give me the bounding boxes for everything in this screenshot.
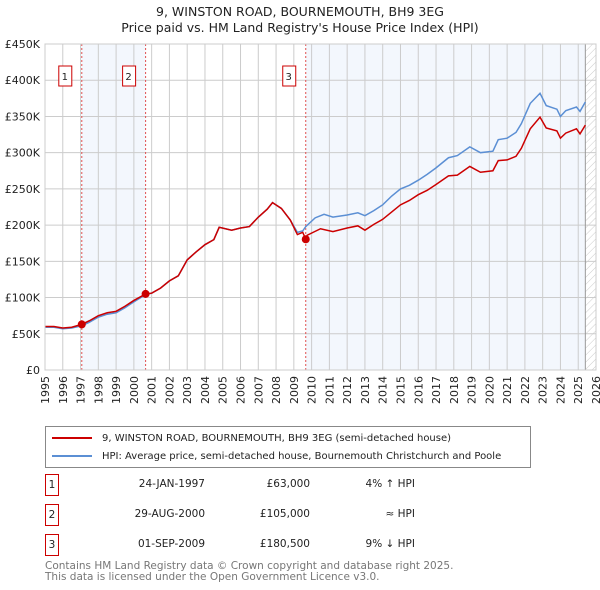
x-tick-label: 1995 xyxy=(39,376,52,404)
chart-title: 9, WINSTON ROAD, BOURNEMOUTH, BH9 3EG xyxy=(156,4,444,19)
legend-swatch-blue xyxy=(52,455,92,457)
y-tick-label: £0 xyxy=(26,364,40,377)
x-tick-label: 2009 xyxy=(288,376,301,404)
y-tick-label: £250K xyxy=(5,183,41,196)
x-tick-label: 2008 xyxy=(270,376,283,404)
sale-price: £63,000 xyxy=(266,478,310,490)
sale-marker-badge: 3 xyxy=(45,534,59,556)
sale-price: £105,000 xyxy=(259,508,310,520)
x-tick-label: 2018 xyxy=(448,376,461,404)
x-tick-label: 1998 xyxy=(92,376,105,404)
x-tick-label: 2007 xyxy=(252,376,265,404)
sale-label: 1 xyxy=(62,72,68,83)
y-tick-label: £100K xyxy=(5,292,41,305)
legend-label-hpi: HPI: Average price, semi-detached house,… xyxy=(102,450,502,462)
x-tick-label: 2006 xyxy=(235,376,248,404)
x-tick-label: 1999 xyxy=(110,376,123,404)
x-tick-label: 2002 xyxy=(163,376,176,404)
sale-label-box xyxy=(58,65,73,87)
x-tick-label: 2015 xyxy=(394,376,407,404)
legend-item-property: 9, WINSTON ROAD, BOURNEMOUTH, BH9 3EG (s… xyxy=(52,430,451,446)
x-tick-label: 2005 xyxy=(217,376,230,404)
x-tick-label: 2025 xyxy=(572,376,585,404)
x-tick-label: 2004 xyxy=(199,376,212,404)
x-tick-label: 2013 xyxy=(359,376,372,404)
legend-swatch-red xyxy=(52,437,92,439)
hpi-line xyxy=(45,91,586,330)
shaded-period xyxy=(81,44,146,370)
sale-hpi-relation: 9% ↓ HPI xyxy=(365,538,415,550)
x-tick-label: 2001 xyxy=(146,376,159,404)
y-tick-label: £300K xyxy=(5,147,41,160)
forecast-hatch xyxy=(585,44,596,370)
sale-date: 24-JAN-1997 xyxy=(138,478,205,490)
x-tick-label: 2003 xyxy=(181,376,194,404)
sale-label: 3 xyxy=(286,72,292,83)
x-tick-label: 2010 xyxy=(306,376,319,404)
x-tick-label: 2014 xyxy=(377,376,390,404)
legend-label-property: 9, WINSTON ROAD, BOURNEMOUTH, BH9 3EG (s… xyxy=(102,432,452,444)
sale-date: 29-AUG-2000 xyxy=(134,508,205,520)
x-tick-label: 2017 xyxy=(430,376,443,404)
x-tick-label: 1997 xyxy=(75,376,88,404)
x-tick-label: 2016 xyxy=(412,376,425,404)
y-tick-label: £400K xyxy=(5,74,41,87)
price-chart: 1995 1996 1997 1998 1999 2000 2001 2002 2003 2004… xyxy=(5,38,600,404)
sale-label-box xyxy=(122,65,137,87)
sale-hpi-relation: ≈ HPI xyxy=(385,508,415,520)
sale-label-box xyxy=(282,65,297,87)
footer-licence: This data is licensed under the Open Gov… xyxy=(45,571,380,583)
footer: Contains HM Land Registry data © Crown c… xyxy=(45,561,453,583)
sale-point xyxy=(77,320,86,329)
plot-border xyxy=(44,43,597,371)
x-tick-label: 2022 xyxy=(519,376,532,404)
x-tick-label: 2000 xyxy=(128,376,141,404)
footer-copyright: Contains HM Land Registry data © Crown c… xyxy=(45,560,454,572)
sale-hpi-relation: 4% ↑ HPI xyxy=(365,478,415,490)
y-tick-label: £150K xyxy=(5,255,41,268)
x-tick-label: 2023 xyxy=(537,376,550,404)
x-tick-label: 2020 xyxy=(483,376,496,404)
sale-date: 01-SEP-2009 xyxy=(137,538,205,550)
sale-point xyxy=(301,235,310,244)
sale-marker-badge: 1 xyxy=(45,474,59,496)
y-tick-label: £450K xyxy=(5,38,41,51)
x-tick-label: 2011 xyxy=(323,376,336,404)
x-tick-label: 2019 xyxy=(466,376,479,404)
y-tick-label: £200K xyxy=(5,219,41,232)
sale-price: £180,500 xyxy=(259,538,310,550)
legend: 9, WINSTON ROAD, BOURNEMOUTH, BH9 3EG (s… xyxy=(45,426,531,468)
shaded-period xyxy=(305,44,586,370)
x-tick-label: 2024 xyxy=(554,376,567,404)
sale-label: 2 xyxy=(125,72,131,83)
chart-subtitle: Price paid vs. HM Land Registry's House … xyxy=(121,20,479,35)
legend-item-hpi: HPI: Average price, semi-detached house,… xyxy=(52,448,501,464)
sale-point xyxy=(141,289,150,298)
sale-marker-badge: 2 xyxy=(45,504,59,526)
x-tick-label: 2026 xyxy=(590,376,600,404)
x-tick-label: 2012 xyxy=(341,376,354,404)
y-tick-label: £350K xyxy=(5,110,41,123)
y-tick-label: £50K xyxy=(12,328,41,341)
x-tick-label: 2021 xyxy=(501,376,514,404)
x-tick-label: 1996 xyxy=(57,376,70,404)
